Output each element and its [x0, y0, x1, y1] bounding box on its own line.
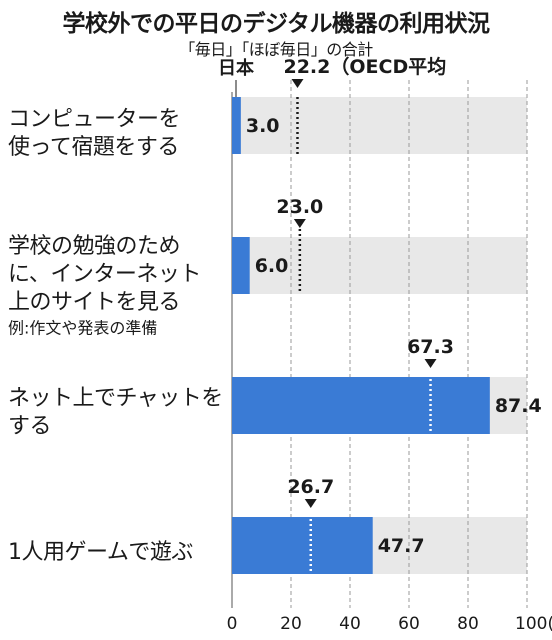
- chart-title: 学校外での平日のデジタル機器の利用状況: [62, 11, 490, 37]
- category-label-1-2: 上のサイトを見る: [8, 290, 180, 315]
- oecd-marker-1: [293, 219, 306, 228]
- data-label-oecd-1: 23.0: [276, 196, 323, 218]
- x-tick-label-80: 80: [457, 614, 479, 634]
- data-label-japan-2: 87.4: [495, 395, 542, 417]
- bar-japan-2: [232, 377, 490, 434]
- oecd-marker-2: [424, 359, 437, 368]
- category-label-1-1: に、インターネット: [8, 262, 201, 287]
- category-label-1-0: 学校の勉強のため: [8, 234, 180, 259]
- oecd-marker-0: [291, 79, 304, 88]
- x-tick-label-60: 60: [398, 614, 420, 634]
- data-label-oecd-2: 67.3: [407, 336, 454, 358]
- x-tick-label-40: 40: [339, 614, 361, 634]
- chart-subtitle: 「毎日」「ほぼ毎日」の合計: [179, 40, 373, 59]
- x-tick-label-0: 0: [227, 614, 238, 634]
- data-label-oecd-0: 22.2（OECD平均: [283, 55, 446, 78]
- data-label-japan-0: 3.0: [246, 115, 280, 137]
- category-label-2-1: する: [8, 414, 51, 439]
- oecd-marker-3: [304, 499, 317, 508]
- legend-japan-label: 日本: [218, 57, 254, 79]
- category-label-3-0: 1人用ゲームで遊ぶ: [8, 540, 193, 565]
- x-tick-label-100: 100(%): [515, 614, 552, 634]
- category-label-0-0: コンピューターを: [8, 107, 180, 132]
- category-note-1: 例:作文や発表の準備: [8, 319, 157, 338]
- x-tick-label-20: 20: [280, 614, 302, 634]
- band-1: [232, 237, 527, 294]
- bar-japan-0: [232, 97, 241, 154]
- category-label-2-0: ネット上でチャットを: [8, 386, 223, 411]
- bar-japan-3: [232, 517, 373, 574]
- category-label-0-1: 使って宿題をする: [8, 135, 179, 160]
- bar-japan-1: [232, 237, 250, 294]
- band-0: [232, 97, 527, 154]
- data-label-oecd-3: 26.7: [287, 476, 334, 498]
- data-label-japan-3: 47.7: [378, 535, 425, 557]
- data-label-japan-1: 6.0: [255, 255, 289, 277]
